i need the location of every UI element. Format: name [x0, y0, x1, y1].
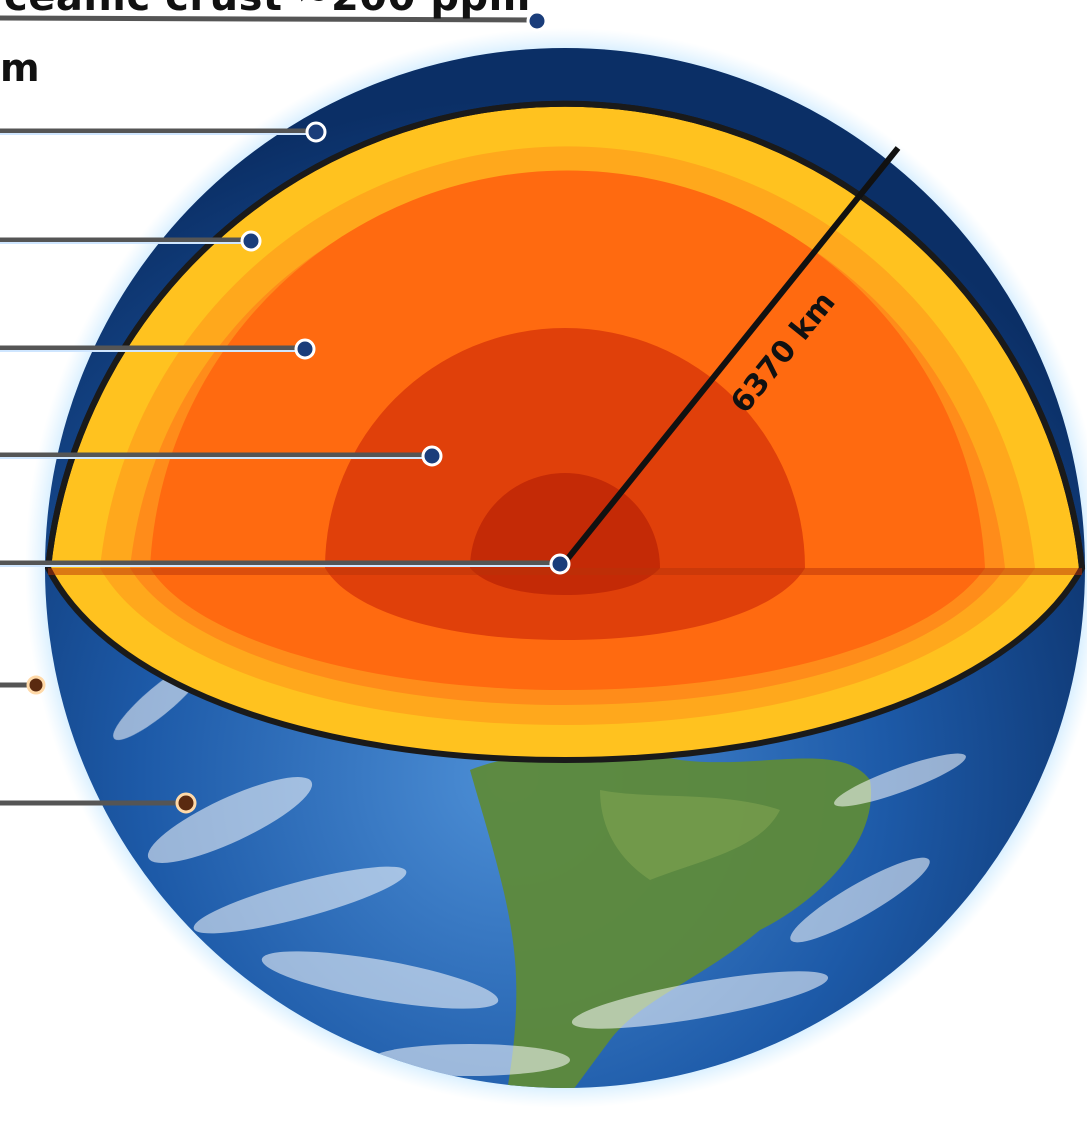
- dot-atmosphere: [26, 675, 46, 695]
- leader-dots: [26, 10, 571, 814]
- dot-crust: [526, 10, 548, 32]
- dot-inner-core: [549, 553, 571, 575]
- radius-line: [562, 146, 901, 564]
- dot-upper-mantle: [240, 230, 262, 252]
- dot-ocean: [175, 792, 197, 814]
- dot-lower-mantle: [294, 338, 316, 360]
- continent-and-clouds: [113, 659, 966, 1088]
- dot-lithosphere: [305, 121, 327, 143]
- label-partial-m: m: [0, 46, 40, 90]
- leader-lines: [0, 15, 560, 806]
- dot-outer-core: [421, 445, 443, 467]
- label-oceanic-crust-partial: ceanic crust ~200 ppm: [4, 0, 531, 20]
